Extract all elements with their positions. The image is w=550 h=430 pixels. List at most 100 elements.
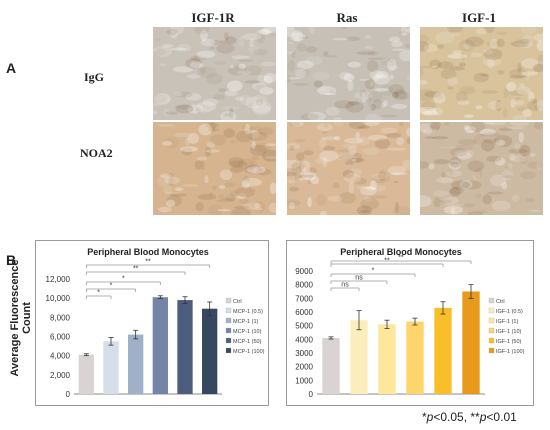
tissue-texture-blob [435,31,455,44]
tissue-texture-blob [449,148,467,157]
tissue-texture-blob [215,199,236,202]
tissue-texture-blob [287,171,297,177]
tissue-texture-blob [209,46,215,50]
tissue-texture-blob [287,75,291,83]
tissue-texture-blob [175,104,194,114]
tissue-texture-blob [307,196,312,208]
tissue-texture-blob [160,173,173,178]
bar-igf-1-1 [378,324,396,394]
legend-label: IGF-1 (10) [496,329,522,335]
tissue-texture-blob [364,45,374,50]
tissue-texture-blob [361,92,366,103]
tissue-texture-blob [334,135,341,141]
tissue-texture-blob [263,73,276,83]
tissue-texture-blob [303,150,314,156]
tissue-texture-blob [238,63,246,69]
tissue-texture-blob [204,146,212,157]
tissue-texture-blob [460,42,474,50]
tissue-texture-blob [321,136,338,141]
tissue-texture-blob [389,84,404,95]
tissue-texture-blob [347,79,354,92]
y-tick-label: 0 [66,390,71,399]
tissue-texture-blob [262,27,276,34]
tissue-texture-blob [158,206,172,213]
tissue-texture-blob [251,141,256,150]
tissue-texture-blob [216,43,235,54]
tissue-texture-blob [242,124,247,130]
tissue-texture-blob [235,130,253,143]
tissue-texture-blob [207,128,220,132]
tissue-texture-blob [295,152,305,161]
tissue-texture-blob [392,89,408,101]
tissue-texture-blob [515,97,521,100]
tissue-texture-blob [244,80,261,84]
tissue-texture-blob [464,43,470,50]
tissue-texture-blob [255,125,262,131]
tissue-texture-blob [456,91,468,103]
tissue-texture-blob [357,125,370,129]
tissue-texture-blob [378,114,397,118]
tissue-texture-blob [503,107,508,119]
tissue-texture-blob [429,59,442,70]
tissue-texture-blob [448,167,454,176]
tissue-texture-blob [457,151,472,160]
tissue-texture-blob [194,160,203,170]
micrograph-background [287,27,410,120]
legend-label: MCP-1 (1) [233,319,259,325]
tissue-texture-blob [472,171,481,181]
tissue-texture-blob [196,106,202,114]
chart-igf1: Peripheral Blood Monocytes 0 1000 2000 3000 4… [286,240,534,406]
tissue-texture-blob [263,75,273,84]
tissue-texture-blob [165,111,178,115]
tissue-texture-blob [392,48,406,51]
tissue-texture-blob [259,87,274,95]
tissue-texture-blob [504,165,511,169]
tissue-texture-blob [162,141,172,146]
tissue-texture-blob [307,111,326,120]
tissue-texture-blob [390,172,408,176]
tissue-texture-blob [227,80,243,92]
tissue-texture-blob [438,199,453,203]
tissue-texture-blob [433,159,450,165]
tissue-texture-blob [256,32,266,44]
tissue-texture-blob [535,162,542,170]
tissue-texture-blob [333,122,344,127]
tissue-texture-blob [259,29,270,35]
tissue-texture-blob [457,100,470,105]
tissue-texture-blob [481,139,495,152]
tissue-texture-blob [287,27,296,37]
tissue-texture-blob [493,135,513,148]
tissue-texture-blob [162,43,174,48]
tissue-texture-blob [398,30,407,35]
tissue-texture-blob [367,134,388,141]
tissue-texture-blob [499,127,512,132]
tissue-texture-blob [163,185,173,194]
tissue-texture-blob [528,91,535,103]
tissue-texture-blob [422,125,440,131]
tissue-texture-blob [346,36,360,41]
tissue-texture-blob [256,168,272,176]
tissue-texture-blob [370,179,377,191]
micrograph-texture [287,122,410,215]
legend-swatch [488,307,495,314]
tissue-texture-blob [392,206,410,215]
tissue-texture-blob [221,106,241,111]
tissue-texture-blob [260,61,276,67]
tissue-texture-blob [227,65,247,76]
tissue-texture-blob [406,73,410,81]
tissue-texture-blob [420,123,438,133]
tissue-texture-blob [530,98,537,104]
significance-label: * [110,283,113,290]
tissue-texture-blob [391,91,400,98]
tissue-texture-blob [302,69,310,77]
tissue-texture-blob [458,139,478,146]
tissue-texture-blob [239,198,249,204]
tissue-texture-blob [367,91,383,103]
significance-label: ** [398,255,404,262]
tissue-texture-blob [367,195,388,199]
tissue-texture-blob [508,69,529,78]
tissue-texture-blob [352,159,357,162]
tissue-texture-blob [332,182,340,189]
tissue-texture-blob [354,177,367,185]
tissue-texture-blob [224,182,236,188]
